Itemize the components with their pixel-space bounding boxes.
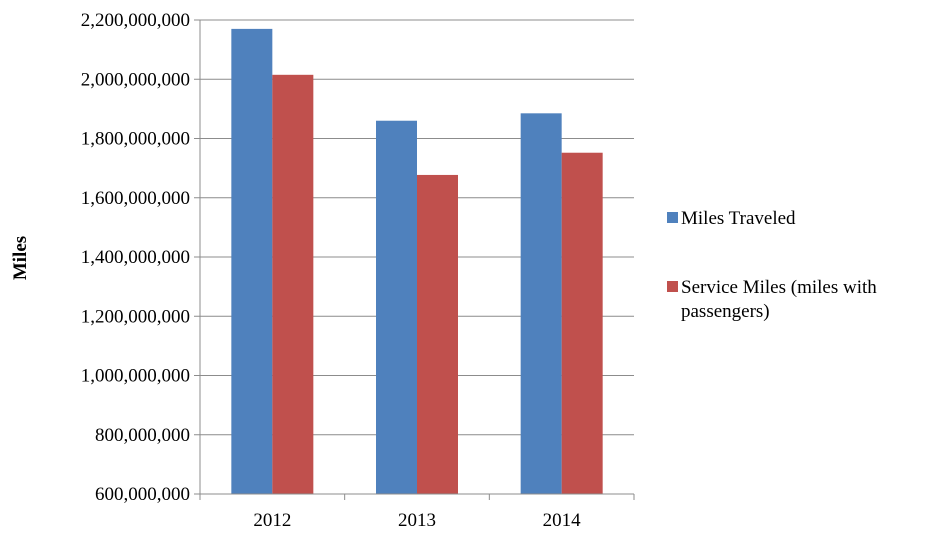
y-tick-label: 1,600,000,000 [81,188,190,209]
bar-service-2013 [417,174,458,494]
legend-label: Miles Traveled [681,208,796,229]
y-tick-label: 1,400,000,000 [81,247,190,268]
y-tick-label: 600,000,000 [95,484,190,505]
legend-label: passengers) [681,301,770,322]
y-tick-labels: 600,000,000 800,000,000 1,000,000,000 1,200… [81,10,190,505]
bar-miles-2014 [520,113,562,494]
axes [199,20,635,500]
y-tick-label: 1,000,000,000 [81,366,190,387]
y-axis-title: Miles [10,236,31,280]
y-tick-label: 1,800,000,000 [81,129,190,150]
bars [231,28,603,495]
legend: Miles Traveled Service Miles (miles with p… [667,208,877,322]
legend-label: Service Miles (miles with [681,277,877,298]
x-tick-labels: 2012 2013 2014 [253,510,581,531]
legend-swatch [667,281,678,292]
y-tick-label: 800,000,000 [95,425,190,446]
bar-miles-2012 [231,28,273,494]
legend-swatch [667,212,678,223]
x-tick-label: 2013 [398,510,436,531]
x-tick-label: 2012 [253,510,291,531]
y-tick-label: 1,200,000,000 [81,306,190,327]
bar-service-2014 [561,152,603,494]
y-tick-label: 2,000,000,000 [81,69,190,90]
y-tick-label: 2,200,000,000 [81,10,190,31]
bar-miles-2013 [376,120,417,494]
bar-service-2012 [272,74,314,495]
x-tick-label: 2014 [543,510,582,531]
